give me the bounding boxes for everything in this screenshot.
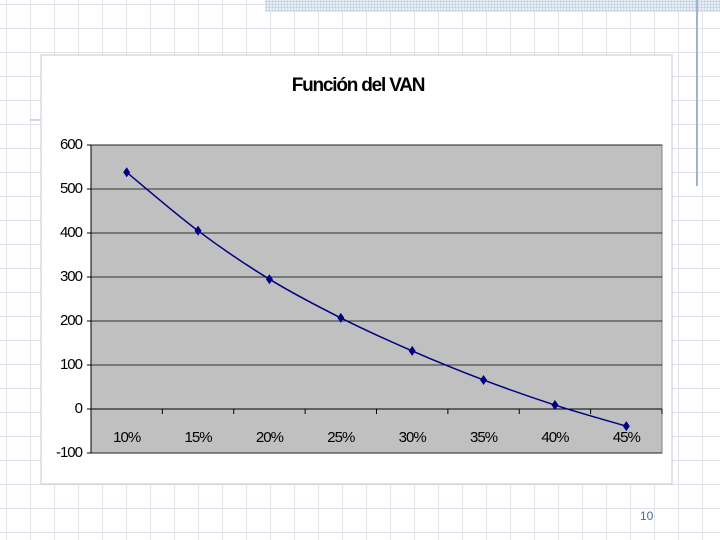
plot-area: [90, 144, 663, 454]
y-tick-label: 300: [60, 268, 83, 285]
y-tick-label: 400: [60, 224, 83, 241]
y-tick-label: 600: [60, 136, 83, 153]
decor-band: [265, 0, 720, 12]
x-tick-label: 20%: [256, 429, 284, 446]
chart-title: Función del VAN: [292, 75, 425, 96]
x-tick-label: 40%: [541, 429, 569, 446]
y-tick-label: 500: [60, 180, 83, 197]
x-tick-label: 45%: [613, 429, 641, 446]
x-tick-label: 30%: [399, 429, 427, 446]
y-tick-label: 200: [60, 312, 83, 329]
decor-line: [696, 0, 698, 186]
marker: [194, 225, 202, 236]
page-number: 10: [640, 509, 654, 523]
marker: [337, 312, 345, 323]
y-tick-label: 0: [75, 400, 83, 417]
marker: [622, 421, 630, 432]
x-tick-label: 35%: [470, 429, 498, 446]
x-tick-label: 25%: [327, 429, 355, 446]
y-tick-label: -100: [56, 444, 83, 461]
marker: [123, 167, 131, 178]
marker: [551, 400, 559, 411]
marker: [480, 374, 488, 385]
y-tick-label: 100: [60, 356, 83, 373]
data-line: [126, 171, 627, 427]
x-tick-label: 15%: [185, 429, 213, 446]
marker: [408, 345, 416, 356]
x-tick-label: 10%: [113, 429, 141, 446]
marker: [265, 274, 273, 285]
